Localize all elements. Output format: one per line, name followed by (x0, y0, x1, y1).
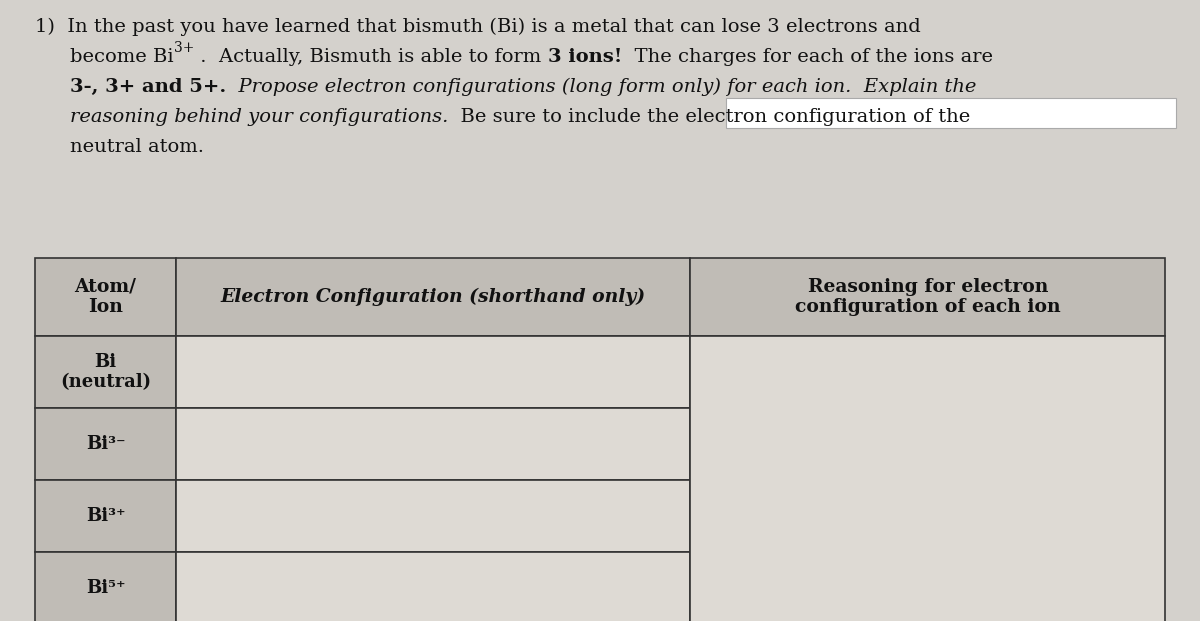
Text: The charges for each of the ions are: The charges for each of the ions are (622, 48, 992, 66)
Text: 3-, 3+ and 5+.: 3-, 3+ and 5+. (70, 78, 227, 96)
Bar (35, 408, 176, 480)
Bar (690, 336, 1165, 621)
Bar (35, 336, 176, 408)
Bar (690, 258, 1165, 336)
Text: Bi³⁻: Bi³⁻ (86, 435, 126, 453)
Text: neutral atom.: neutral atom. (70, 138, 204, 156)
Text: 1)  In the past you have learned that bismuth (Bi) is a metal that can lose 3 el: 1) In the past you have learned that bis… (35, 18, 920, 36)
Text: Reasoning for electron
configuration of each ion: Reasoning for electron configuration of … (794, 278, 1061, 317)
Bar (176, 408, 690, 480)
Bar (176, 480, 690, 552)
Text: Propose electron configurations (long form only) for each ion.  Explain the: Propose electron configurations (long fo… (227, 78, 977, 96)
Text: reasoning behind your configurations.: reasoning behind your configurations. (70, 108, 449, 126)
Text: Electron Configuration (shorthand only): Electron Configuration (shorthand only) (221, 288, 646, 306)
Text: Bi⁵⁺: Bi⁵⁺ (86, 579, 126, 597)
Bar (35, 258, 176, 336)
Text: 3+: 3+ (174, 41, 194, 55)
Text: Bi³⁺: Bi³⁺ (86, 507, 126, 525)
Bar (726, 98, 1176, 128)
Text: Atom/
Ion: Atom/ Ion (74, 278, 137, 317)
Text: 3 ions!: 3 ions! (547, 48, 622, 66)
Bar (176, 552, 690, 621)
Bar (35, 552, 176, 621)
Text: Bi
(neutral): Bi (neutral) (60, 353, 151, 391)
Bar (35, 480, 176, 552)
Bar (176, 258, 690, 336)
Text: become Bi: become Bi (70, 48, 174, 66)
Bar (176, 336, 690, 408)
Text: .  Actually, Bismuth is able to form: . Actually, Bismuth is able to form (194, 48, 547, 66)
Text: Be sure to include the electron configuration of the: Be sure to include the electron configur… (449, 108, 971, 126)
